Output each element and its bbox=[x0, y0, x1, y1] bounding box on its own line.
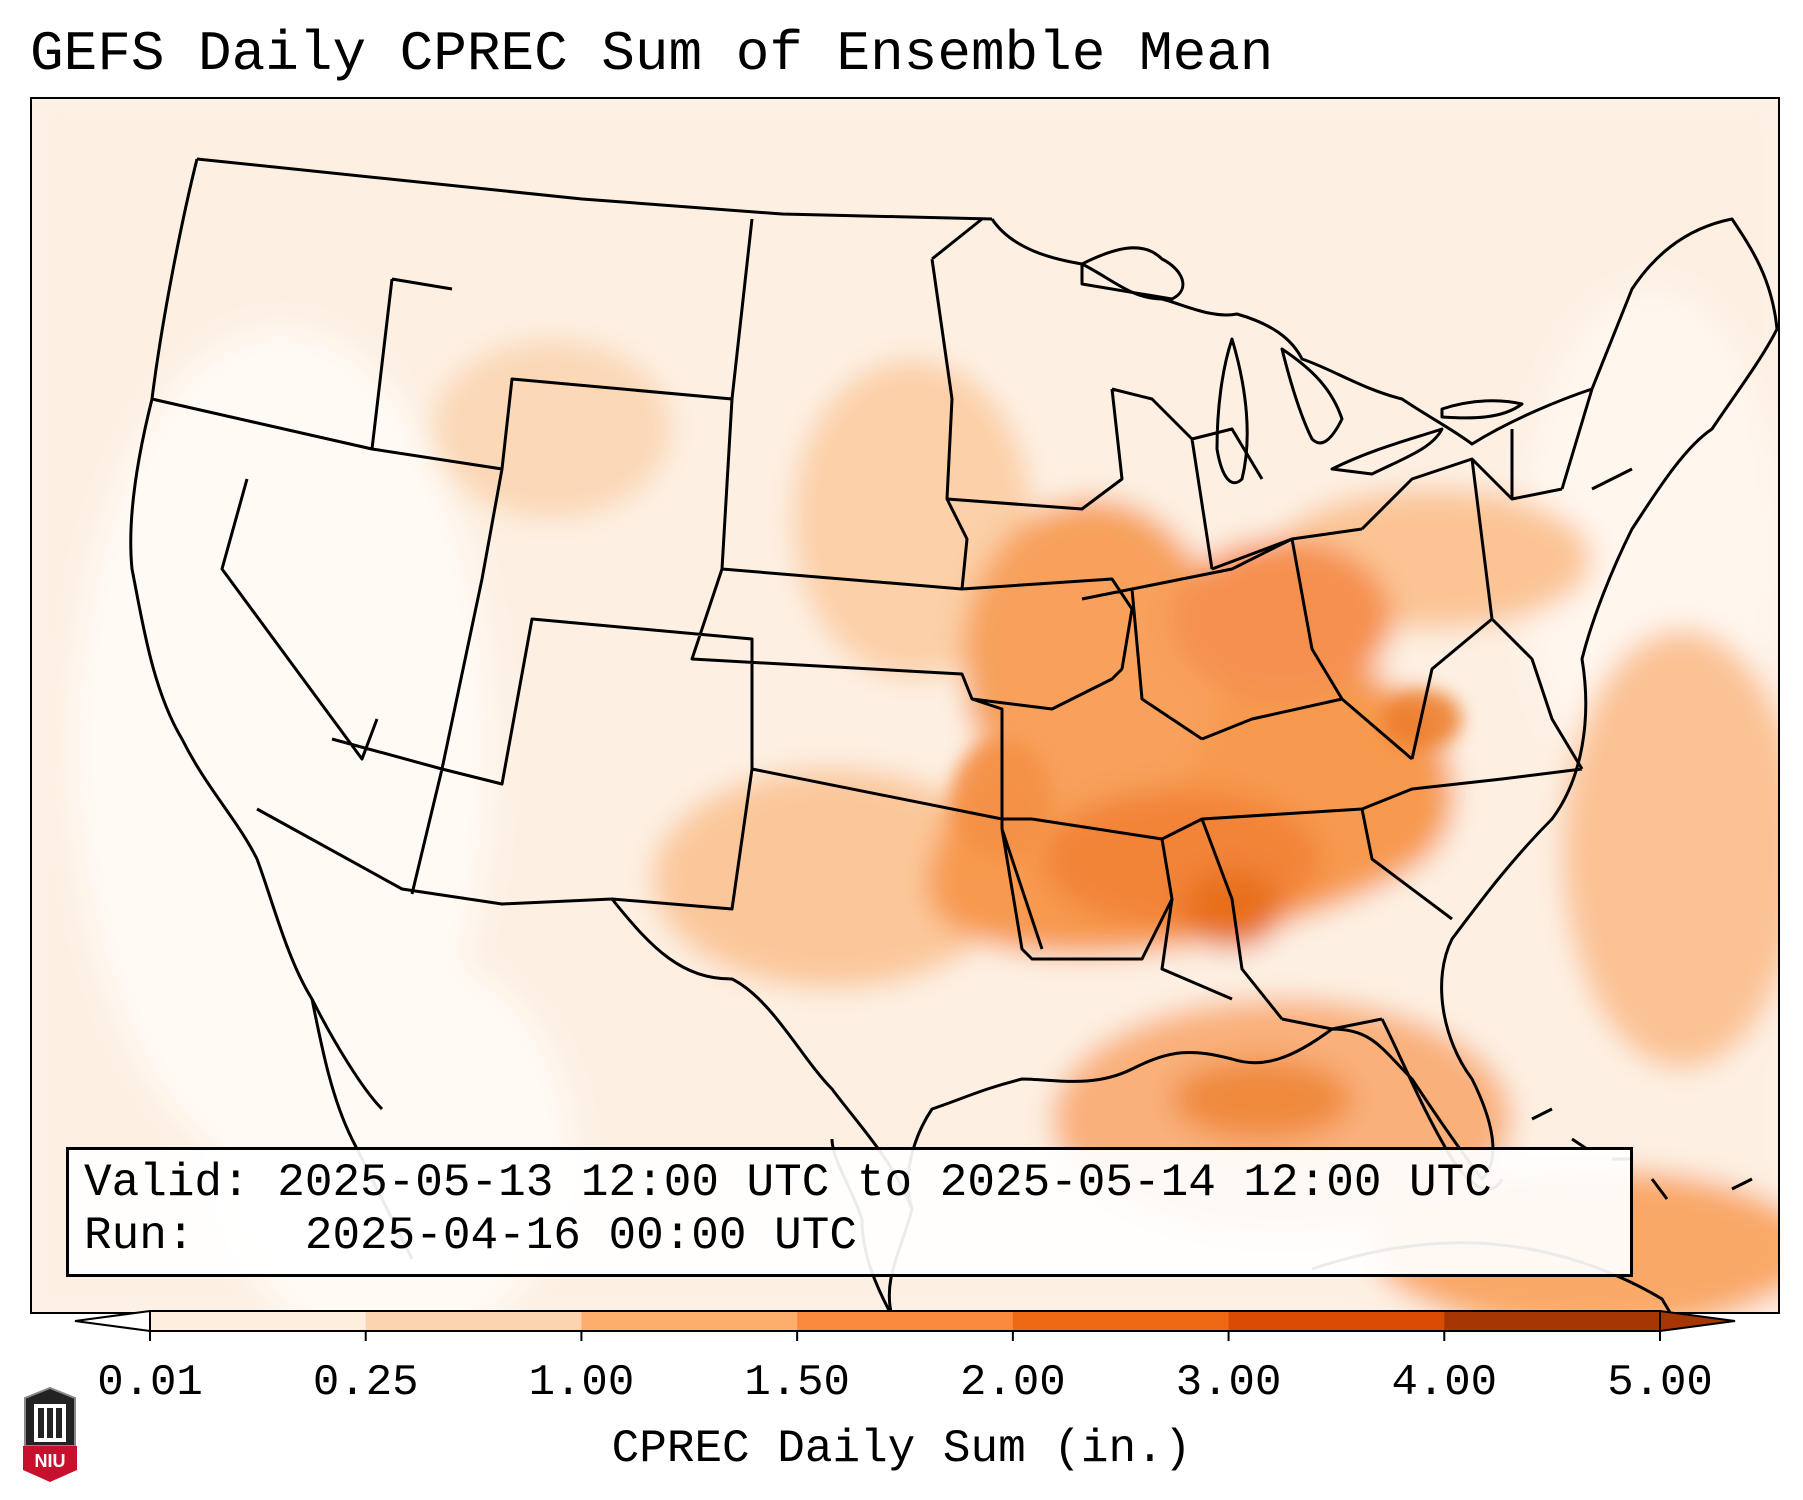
colorbar-tick-label: 1.00 bbox=[528, 1358, 635, 1408]
colorbar-segment bbox=[365, 1311, 582, 1331]
colorbar-segment bbox=[581, 1311, 798, 1331]
map-title: GEFS Daily CPREC Sum of Ensemble Mean bbox=[30, 22, 1274, 86]
colorbar-min-arrow bbox=[74, 1309, 151, 1333]
info-box: Valid: 2025-05-13 12:00 UTC to 2025-05-1… bbox=[66, 1147, 1633, 1277]
colorbar-max-arrow bbox=[1659, 1309, 1736, 1333]
colorbar-label: CPREC Daily Sum (in.) bbox=[611, 1423, 1192, 1475]
lake-michigan bbox=[1215, 337, 1249, 485]
colorbar-tick-label: 0.01 bbox=[97, 1358, 203, 1408]
ohio-valley-field bbox=[1172, 539, 1392, 699]
mexico-border bbox=[256, 807, 914, 1210]
colorbar-segment bbox=[1444, 1311, 1661, 1331]
niu-logo-icon: NIU bbox=[23, 1386, 77, 1482]
run-value: 2025-04-16 00:00 UTC bbox=[304, 1210, 857, 1262]
valid-value: 2025-05-13 12:00 UTC to 2025-05-14 12:00… bbox=[277, 1157, 1492, 1209]
run-row: Run: 2025-04-16 00:00 UTC bbox=[84, 1210, 1630, 1263]
great-lakes-border bbox=[990, 218, 1593, 446]
colorbar-tick-label: 1.50 bbox=[744, 1358, 850, 1408]
lake-erie bbox=[1330, 427, 1444, 476]
precipitation-map bbox=[30, 97, 1780, 1314]
colorbar-tick-label: 3.00 bbox=[1175, 1358, 1282, 1408]
colorbar-ticks bbox=[149, 1331, 1661, 1341]
lake-superior bbox=[1080, 246, 1185, 301]
northeast-coastline bbox=[887, 217, 1778, 1312]
valid-row: Valid: 2025-05-13 12:00 UTC to 2025-05-1… bbox=[84, 1157, 1630, 1210]
rockies-field bbox=[432, 339, 672, 519]
gulf-peak-field bbox=[1172, 1059, 1352, 1139]
state-lines bbox=[151, 217, 1633, 1031]
west-coastline bbox=[129, 158, 384, 1111]
atlantic-field bbox=[1562, 629, 1778, 1069]
map-canvas bbox=[32, 99, 1778, 1312]
midwest-field bbox=[962, 499, 1222, 819]
colorbar-segment bbox=[1012, 1311, 1230, 1331]
colorbar-tick-label: 4.00 bbox=[1391, 1358, 1498, 1408]
valid-label: Valid: bbox=[84, 1157, 250, 1209]
canada-border bbox=[196, 157, 993, 221]
colorbar-segments bbox=[150, 1311, 1661, 1331]
colorbar-tick-label: 5.00 bbox=[1607, 1358, 1713, 1408]
colorbar-segment bbox=[1228, 1311, 1445, 1331]
texas-oklahoma-field bbox=[652, 769, 1012, 989]
lake-ontario bbox=[1440, 399, 1524, 420]
colorbar bbox=[74, 1309, 1736, 1341]
colorbar-segment bbox=[150, 1311, 367, 1331]
niu-logo-text: NIU bbox=[35, 1451, 66, 1471]
political-boundaries bbox=[129, 157, 1778, 1312]
colorbar-outline bbox=[149, 1310, 1661, 1332]
run-label: Run: bbox=[84, 1210, 195, 1262]
precipitation-field bbox=[32, 99, 1778, 1312]
colorbar-tick-label: 0.25 bbox=[312, 1358, 419, 1408]
colorbar-segment bbox=[797, 1311, 1014, 1331]
lake-huron bbox=[1280, 347, 1344, 445]
colorbar-tick-label: 2.00 bbox=[960, 1358, 1066, 1408]
